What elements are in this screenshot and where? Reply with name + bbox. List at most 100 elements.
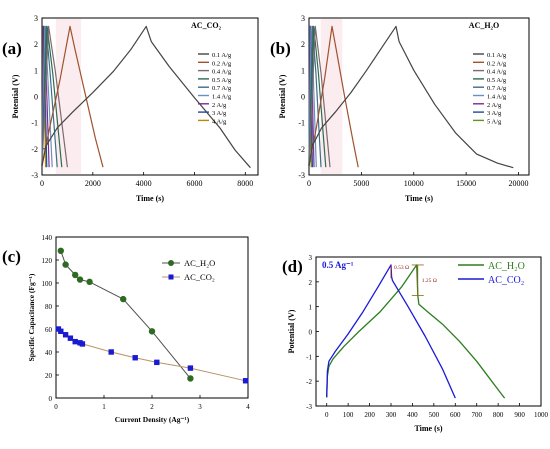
y-tick-label: 3	[34, 14, 38, 23]
y-axis-label: Potential (V)	[11, 74, 20, 118]
data-point	[67, 335, 74, 341]
y-tick-label: 0	[301, 93, 305, 102]
legend-label: AC_H₂O	[184, 258, 215, 268]
data-point	[79, 341, 86, 347]
data-point	[242, 378, 249, 384]
y-tick-label: -2	[298, 145, 305, 154]
legend-label: 0.2 A/g	[212, 60, 232, 67]
legend-marker	[168, 260, 174, 266]
legend-label: 0.1 A/g	[487, 52, 507, 59]
legend-label: 1.4 A/g	[487, 94, 507, 101]
series-line	[58, 328, 246, 382]
panel-b: (b) 0 5000 10000 15000 20000 -3 -2 -1 0 1 2 3 Time (…	[270, 14, 530, 203]
legend-label: 2 A/g	[487, 102, 502, 109]
data-point	[62, 261, 69, 268]
data-point	[58, 328, 64, 334]
x-tick-label: 15000	[456, 179, 476, 188]
data-point	[120, 295, 127, 303]
y-tick-label: 0	[34, 93, 38, 102]
panel-label-a: (a)	[2, 39, 22, 58]
y-tick-label: -1	[298, 119, 305, 128]
x-tick-label: 1	[102, 403, 106, 411]
y-tick-label: 0	[309, 329, 313, 337]
data-point	[187, 365, 194, 371]
x-tick-label: 2	[150, 403, 154, 411]
legend-label: 0.7 A/g	[487, 85, 507, 92]
legend-label: AC_CO₂	[488, 275, 524, 286]
y-tick-label: 1	[34, 66, 38, 75]
x-tick-label: 4	[246, 403, 250, 411]
y-tick-label: 60	[45, 326, 53, 334]
plot-area-d: 0 100 200 300 400 500 600 700 800 900 1000 -3 -2 -1 0 1…	[287, 254, 549, 433]
y-axis-label: Potential (V)	[287, 309, 296, 353]
series-line	[308, 25, 331, 168]
x-tick-label: 6000	[186, 179, 202, 188]
data-point	[148, 328, 156, 335]
data-point	[108, 349, 114, 355]
x-tick-label: 2000	[85, 179, 101, 188]
y-tick-label: 2	[34, 40, 38, 49]
chart-annotation: 0.5 Ag⁻¹	[322, 260, 354, 270]
x-tick-label: 900	[514, 411, 525, 419]
data-point	[72, 338, 78, 345]
x-tick-label: 100	[343, 411, 354, 419]
chart-title: AC_H₂O	[469, 21, 499, 30]
ir-drop-label: 0.53 Ω	[394, 265, 409, 271]
highlight-band	[320, 19, 343, 174]
y-tick-label: 40	[45, 349, 53, 357]
y-tick-label: -3	[298, 171, 305, 180]
series-line	[326, 264, 456, 399]
series-line	[60, 250, 191, 379]
x-tick-label: 5000	[353, 179, 369, 188]
x-tick-label: 10000	[404, 179, 424, 188]
x-tick-label: 700	[471, 411, 482, 419]
legend-label: AC_CO₂	[184, 272, 215, 282]
panel-label-d: (d)	[282, 257, 303, 276]
series-line	[41, 25, 63, 168]
legend-label: AC_H₂O	[488, 261, 525, 272]
y-tick-label: -2	[306, 378, 312, 386]
series-line	[308, 25, 514, 169]
data-point	[187, 375, 194, 382]
highlight-band	[55, 19, 82, 174]
x-tick-label: 500	[429, 411, 440, 419]
y-tick-label: -1	[306, 353, 312, 361]
x-tick-label: 0	[40, 179, 44, 188]
y-tick-label: 100	[42, 280, 53, 288]
panel-label-c: (c)	[2, 247, 21, 266]
x-axis-label: Time (s)	[414, 424, 442, 433]
x-tick-label: 0	[307, 179, 311, 188]
legend-label: 1.4 A/g	[212, 94, 232, 101]
legend-label: 5 A/g	[487, 118, 502, 125]
x-tick-label: 0	[54, 403, 58, 411]
legend-label: 2 A/g	[212, 102, 227, 109]
y-tick-label: 2	[301, 40, 305, 49]
legend-marker	[168, 274, 174, 280]
x-tick-label: 4000	[136, 179, 152, 188]
x-tick-label: 20000	[509, 179, 529, 188]
y-tick-label: 20	[45, 372, 53, 380]
x-tick-label: 0	[325, 411, 329, 419]
x-tick-label: 3	[198, 403, 202, 411]
y-tick-label: -2	[31, 145, 38, 154]
legend-label: 3 A/g	[212, 110, 227, 117]
data-point	[86, 278, 93, 286]
plot-area-b: 0 5000 10000 15000 20000 -3 -2 -1 0 1 2 3 Time (s) Po…	[278, 14, 530, 203]
series-line	[41, 25, 104, 168]
x-tick-label: 800	[493, 411, 504, 419]
data-point	[154, 359, 160, 366]
x-tick-label: 8000	[237, 179, 253, 188]
y-tick-label: 0	[49, 395, 53, 403]
y-tick-label: -3	[306, 403, 312, 411]
y-axis-label: Potential (V)	[278, 74, 287, 118]
x-tick-label: 600	[450, 411, 461, 419]
plot-area-a: 0 2000 4000 6000 8000 -3 -2 -1 0 1 2 3 Time (s) Poten…	[11, 14, 259, 203]
legend-label: 0.7 A/g	[212, 85, 232, 92]
panel-d: (d) 0 100 200 300 400 500 600 700 800 900 1000 -3 -2…	[282, 254, 549, 433]
data-point	[76, 276, 84, 283]
y-tick-label: 2	[309, 279, 313, 287]
y-tick-label: -3	[31, 171, 38, 180]
data-point	[132, 355, 138, 361]
